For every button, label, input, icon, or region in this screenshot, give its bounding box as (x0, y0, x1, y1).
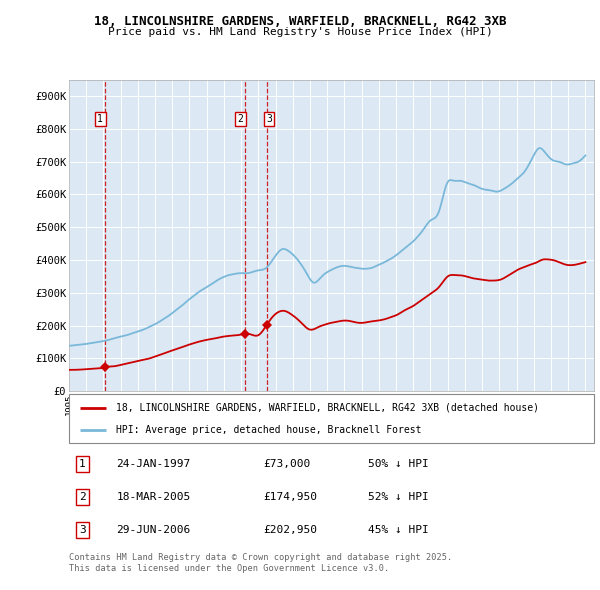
Text: 45% ↓ HPI: 45% ↓ HPI (368, 525, 429, 535)
Text: 1: 1 (97, 114, 103, 124)
Text: 3: 3 (266, 114, 272, 124)
Text: 18, LINCOLNSHIRE GARDENS, WARFIELD, BRACKNELL, RG42 3XB: 18, LINCOLNSHIRE GARDENS, WARFIELD, BRAC… (94, 15, 506, 28)
Text: Price paid vs. HM Land Registry's House Price Index (HPI): Price paid vs. HM Land Registry's House … (107, 27, 493, 37)
Text: Contains HM Land Registry data © Crown copyright and database right 2025.
This d: Contains HM Land Registry data © Crown c… (69, 553, 452, 573)
Text: 50% ↓ HPI: 50% ↓ HPI (368, 459, 429, 469)
FancyBboxPatch shape (69, 394, 594, 442)
Text: 29-JUN-2006: 29-JUN-2006 (116, 525, 191, 535)
Text: 18-MAR-2005: 18-MAR-2005 (116, 492, 191, 502)
Text: 52% ↓ HPI: 52% ↓ HPI (368, 492, 429, 502)
Text: 24-JAN-1997: 24-JAN-1997 (116, 459, 191, 469)
Text: 2: 2 (238, 114, 244, 124)
Text: £73,000: £73,000 (263, 459, 311, 469)
Text: 3: 3 (79, 525, 86, 535)
Text: 18, LINCOLNSHIRE GARDENS, WARFIELD, BRACKNELL, RG42 3XB (detached house): 18, LINCOLNSHIRE GARDENS, WARFIELD, BRAC… (116, 402, 539, 412)
Text: 1: 1 (79, 459, 86, 469)
Text: £174,950: £174,950 (263, 492, 317, 502)
Text: HPI: Average price, detached house, Bracknell Forest: HPI: Average price, detached house, Brac… (116, 425, 422, 435)
Text: 2: 2 (79, 492, 86, 502)
Text: £202,950: £202,950 (263, 525, 317, 535)
